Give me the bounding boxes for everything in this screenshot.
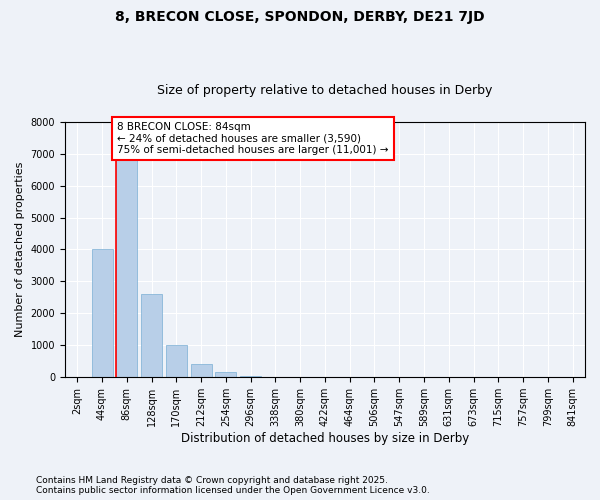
- Title: Size of property relative to detached houses in Derby: Size of property relative to detached ho…: [157, 84, 493, 97]
- Bar: [166, 346, 187, 377]
- Bar: [215, 372, 236, 377]
- Bar: [92, 250, 113, 377]
- Bar: [191, 364, 212, 377]
- Text: 8, BRECON CLOSE, SPONDON, DERBY, DE21 7JD: 8, BRECON CLOSE, SPONDON, DERBY, DE21 7J…: [115, 10, 485, 24]
- Text: 8 BRECON CLOSE: 84sqm
← 24% of detached houses are smaller (3,590)
75% of semi-d: 8 BRECON CLOSE: 84sqm ← 24% of detached …: [118, 122, 389, 155]
- Text: Contains HM Land Registry data © Crown copyright and database right 2025.
Contai: Contains HM Land Registry data © Crown c…: [36, 476, 430, 495]
- Bar: [240, 376, 261, 377]
- Y-axis label: Number of detached properties: Number of detached properties: [15, 162, 25, 337]
- Bar: [141, 294, 162, 377]
- X-axis label: Distribution of detached houses by size in Derby: Distribution of detached houses by size …: [181, 432, 469, 445]
- Bar: [116, 144, 137, 377]
